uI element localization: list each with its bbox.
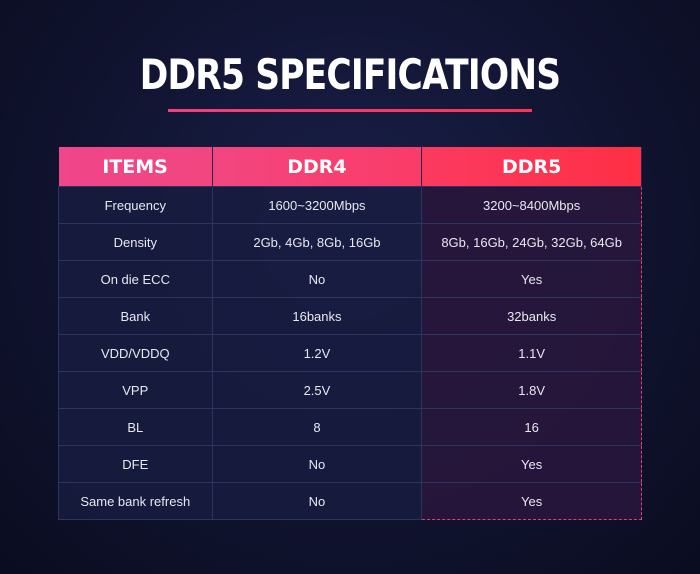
table-row: Density 2Gb, 4Gb, 8Gb, 16Gb 8Gb, 16Gb, 24G… [58,223,642,261]
table-cell: VDD/VDDQ [58,334,213,372]
column-header: DDR4 [212,147,423,187]
column-header: ITEMS [58,147,213,187]
table-body: Frequency 1600~3200Mbps 3200~8400Mbps Densi… [58,186,642,520]
table-cell: 16 [421,408,642,446]
table-cell: No [211,482,423,520]
table-row: BL 8 16 [58,408,642,446]
table-cell: DFE [58,445,213,483]
table-cell: Same bank refresh [58,482,213,520]
table-row: Bank 16banks 32banks [58,297,642,335]
table-cell: No [211,260,423,298]
table-cell: 1.2V [211,334,423,372]
table-cell: Yes [421,482,642,520]
table-cell: 2Gb, 4Gb, 8Gb, 16Gb [211,223,423,261]
title-underline [168,109,532,112]
table-row: VDD/VDDQ 1.2V 1.1V [58,334,642,372]
table-cell: On die ECC [58,260,213,298]
table-cell: No [211,445,423,483]
table-cell: 32banks [421,297,642,335]
table-cell: Bank [58,297,213,335]
table-cell: 8Gb, 16Gb, 24Gb, 32Gb, 64Gb [421,223,642,261]
table-cell: BL [58,408,213,446]
table-row: Same bank refresh No Yes [58,482,642,520]
table-cell: Yes [421,260,642,298]
column-header: DDR5 [421,147,642,187]
table-row: Frequency 1600~3200Mbps 3200~8400Mbps [58,186,642,224]
table-cell: 8 [211,408,423,446]
table-cell: Density [58,223,213,261]
header-row: ITEMS DDR4 DDR5 [58,147,642,187]
table-cell: 1.1V [421,334,642,372]
table-cell: 16banks [211,297,423,335]
table-cell: 1600~3200Mbps [211,186,423,224]
title: DDR5 SPECIFICATIONS [139,50,561,99]
table-cell: 2.5V [211,371,423,409]
spec-table: ITEMS DDR4 DDR5 Frequency 1600~3200Mbps 3200… [58,147,642,520]
table-cell: Frequency [58,186,213,224]
table-row: On die ECC No Yes [58,260,642,298]
table-cell: Yes [421,445,642,483]
table-cell: 1.8V [421,371,642,409]
table-row: VPP 2.5V 1.8V [58,371,642,409]
table-cell: 3200~8400Mbps [421,186,642,224]
table-cell: VPP [58,371,213,409]
table-row: DFE No Yes [58,445,642,483]
